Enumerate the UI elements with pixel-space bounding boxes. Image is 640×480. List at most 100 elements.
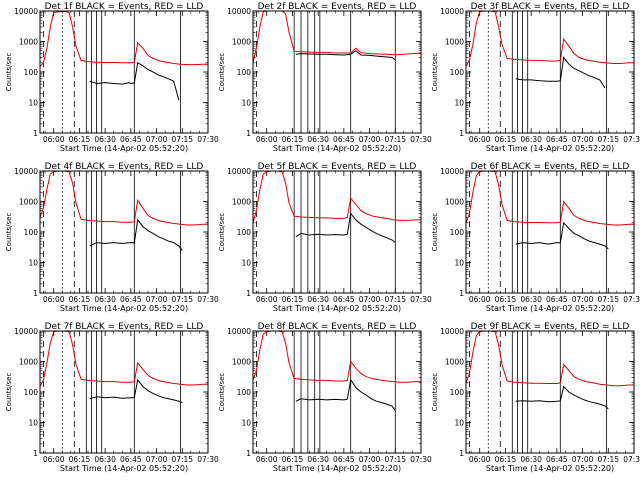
x-tick-label: 06:30 (94, 295, 116, 304)
series-line-events (89, 378, 183, 404)
y-tick-label: 1000 (445, 38, 464, 47)
x-tick-label: 07:00 (572, 455, 594, 464)
x-tick-label: 06:45 (333, 135, 355, 144)
x-tick-label: 07:30 (410, 455, 432, 464)
x-tick-label: 07:15 (171, 455, 193, 464)
x-axis-label: Start Time (14-Apr-02 05:52:20) (60, 144, 188, 153)
y-tick-label: 1000 (445, 358, 464, 367)
x-tick-label: 07:15 (597, 135, 619, 144)
x-tick-label: 06:30 (520, 135, 542, 144)
x-tick-label: 07:00 (572, 295, 594, 304)
series-line-lld (253, 331, 421, 383)
x-axis-label: Start Time (14-Apr-02 05:52:20) (60, 464, 188, 473)
y-tick-label: 10 (28, 419, 38, 428)
x-tick-label: 07:00 (146, 295, 168, 304)
x-tick-label: 07:00 (359, 135, 381, 144)
series-line-lld (253, 171, 421, 223)
y-tick-label: 100 (24, 68, 39, 77)
y-axis-label: Counts/sec (218, 213, 226, 252)
y-tick-label: 10000 (14, 167, 38, 176)
series-line-events (295, 212, 396, 243)
panel-title: Det 3f BLACK = Events, RED = LLD (471, 2, 630, 12)
y-axis-label: Counts/sec (431, 213, 439, 252)
x-tick-label: 06:30 (94, 135, 116, 144)
x-tick-label: 06:30 (307, 135, 329, 144)
x-tick-label: 06:00 (256, 295, 278, 304)
y-tick-label: 100 (450, 68, 465, 77)
x-tick-label: 06:15 (69, 135, 91, 144)
x-tick-label: 06:15 (495, 295, 517, 304)
y-tick-label: 100 (237, 228, 252, 237)
panel-title: Det 1f BLACK = Events, RED = LLD (45, 2, 204, 12)
x-tick-label: 06:30 (520, 455, 542, 464)
x-tick-label: 06:00 (256, 455, 278, 464)
series-line-events (515, 56, 606, 89)
x-axis-label: Start Time (14-Apr-02 05:52:20) (486, 304, 614, 313)
y-tick-label: 100 (450, 228, 465, 237)
x-tick-label: 06:00 (469, 135, 491, 144)
x-tick-label: 06:00 (43, 455, 65, 464)
x-tick-label: 06:15 (495, 455, 517, 464)
y-tick-label: 100 (237, 388, 252, 397)
series-line-events (295, 50, 396, 61)
x-tick-label: 06:15 (495, 135, 517, 144)
panel-det2f: Det 2f BLACK = Events, RED = LLD 1 10 100 10… (218, 2, 432, 153)
y-tick-label: 10000 (227, 7, 251, 16)
x-tick-label: 07:30 (197, 295, 219, 304)
y-tick-label: 100 (237, 68, 252, 77)
y-tick-label: 10 (454, 419, 464, 428)
y-tick-label: 100 (450, 388, 465, 397)
y-tick-label: 1000 (19, 358, 38, 367)
x-axis-label: Start Time (14-Apr-02 05:52:20) (273, 464, 401, 473)
y-tick-label: 1000 (232, 198, 251, 207)
panel-det6f: Det 6f BLACK = Events, RED = LLD 1 10 100 10… (431, 162, 640, 313)
x-tick-label: 07:15 (171, 135, 193, 144)
y-tick-label: 1 (246, 129, 251, 138)
x-tick-label: 07:30 (197, 135, 219, 144)
y-tick-label: 10000 (440, 167, 464, 176)
y-tick-label: 10000 (440, 327, 464, 336)
panel-title: Det 5f BLACK = Events, RED = LLD (258, 162, 417, 172)
series-line-lld (253, 11, 421, 63)
plot-frame (252, 330, 422, 454)
panel-title: Det 4f BLACK = Events, RED = LLD (45, 162, 204, 172)
x-tick-label: 07:00 (146, 455, 168, 464)
plot-frame (39, 170, 209, 294)
x-tick-label: 07:30 (623, 135, 640, 144)
y-tick-label: 100 (24, 228, 39, 237)
y-tick-label: 1 (33, 289, 38, 298)
x-tick-label: 06:00 (469, 455, 491, 464)
y-tick-label: 10 (28, 99, 38, 108)
y-tick-label: 1000 (232, 358, 251, 367)
x-tick-label: 06:45 (546, 295, 568, 304)
x-tick-label: 07:15 (597, 295, 619, 304)
x-tick-label: 06:00 (43, 295, 65, 304)
x-tick-label: 07:30 (197, 455, 219, 464)
x-tick-label: 06:45 (333, 295, 355, 304)
series-line-lld (40, 11, 208, 67)
panel-title: Det 9f BLACK = Events, RED = LLD (471, 322, 630, 332)
plot-frame (252, 170, 422, 294)
plot-frame (465, 170, 635, 294)
x-tick-label: 06:15 (282, 135, 304, 144)
plot-frame (39, 10, 209, 134)
y-axis-label: Counts/sec (218, 53, 226, 92)
series-line-events (515, 221, 609, 250)
y-tick-label: 10 (241, 99, 251, 108)
series-line-events (89, 62, 180, 101)
x-tick-label: 06:30 (520, 295, 542, 304)
x-axis-label: Start Time (14-Apr-02 05:52:20) (486, 464, 614, 473)
panel-title: Det 2f BLACK = Events, RED = LLD (258, 2, 417, 12)
y-tick-label: 1000 (19, 38, 38, 47)
y-tick-label: 1 (33, 449, 38, 458)
y-axis-label: Counts/sec (5, 53, 13, 92)
panel-title: Det 8f BLACK = Events, RED = LLD (258, 322, 417, 332)
x-tick-label: 07:30 (623, 455, 640, 464)
y-tick-label: 1000 (445, 198, 464, 207)
series-line-lld (40, 171, 208, 226)
x-tick-label: 07:15 (384, 455, 406, 464)
x-tick-label: 07:30 (410, 295, 432, 304)
x-axis-label: Start Time (14-Apr-02 05:52:20) (273, 144, 401, 153)
y-tick-label: 10 (454, 99, 464, 108)
series-line-events (89, 218, 183, 251)
